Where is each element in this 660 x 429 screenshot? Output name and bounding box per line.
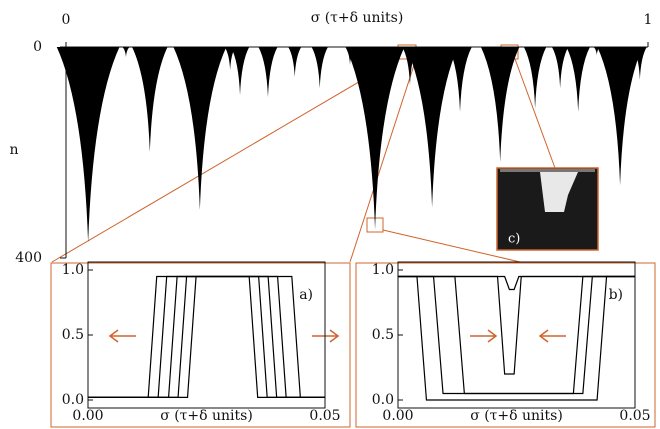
plot-frame xyxy=(87,261,326,409)
x-tick-label: 0.05 xyxy=(619,408,650,424)
arrows xyxy=(108,329,566,343)
inset-c: c) xyxy=(496,167,599,251)
spike xyxy=(311,47,328,89)
y-axis-label: n xyxy=(9,142,18,158)
spike xyxy=(122,47,130,58)
spike xyxy=(597,47,643,186)
x-axis-label: σ (τ+δ units) xyxy=(160,408,253,424)
spike xyxy=(480,47,520,162)
panel-label: b) xyxy=(609,287,623,303)
curve xyxy=(398,275,635,291)
spike xyxy=(632,47,647,80)
curve xyxy=(88,275,325,398)
curve xyxy=(398,275,635,375)
y-tick-label: 0.0 xyxy=(62,392,84,408)
spike xyxy=(551,47,569,89)
x-tick-label: 1 xyxy=(644,12,653,28)
spike xyxy=(230,47,250,96)
x-tick-label: 0 xyxy=(62,12,71,28)
spike xyxy=(173,47,227,210)
spike xyxy=(448,47,472,112)
curve xyxy=(88,275,325,398)
panel-frame xyxy=(50,262,351,428)
x-axis-label: σ (τ+δ units) xyxy=(470,408,563,424)
spike xyxy=(345,47,405,230)
panel-label: a) xyxy=(299,287,313,303)
connector xyxy=(349,58,417,263)
y-tick-label: 400 xyxy=(15,250,42,266)
x-axis-label: σ (τ+δ units) xyxy=(311,10,404,26)
connector xyxy=(514,58,556,169)
spike xyxy=(132,47,168,152)
y-tick-label: 0.0 xyxy=(372,392,394,408)
curve xyxy=(88,275,325,398)
spike xyxy=(224,47,236,71)
y-tick-label: 0.5 xyxy=(62,327,84,343)
image-blob xyxy=(540,172,578,212)
curve xyxy=(88,275,325,398)
connector xyxy=(51,58,399,263)
image-band xyxy=(500,169,595,172)
spike xyxy=(406,47,459,208)
spike xyxy=(288,47,302,78)
y-tick-label: 0.5 xyxy=(372,327,394,343)
arrow xyxy=(538,329,566,343)
panel-frame xyxy=(355,262,656,428)
spike xyxy=(523,47,547,109)
panel-label: c) xyxy=(508,232,520,247)
curve xyxy=(88,275,325,398)
spike xyxy=(258,47,278,98)
x-tick-label: 0.00 xyxy=(382,408,413,424)
x-tick-label: 0.00 xyxy=(72,408,103,424)
y-tick-label: 0 xyxy=(33,39,42,55)
y-tick-label: 1.0 xyxy=(372,262,394,278)
y-tick-label: 1.0 xyxy=(62,262,84,278)
arrow xyxy=(470,329,498,343)
spike xyxy=(566,47,590,112)
arrow xyxy=(108,329,136,343)
spike xyxy=(56,47,120,243)
connector xyxy=(382,229,521,263)
x-tick-label: 0.05 xyxy=(309,408,340,424)
